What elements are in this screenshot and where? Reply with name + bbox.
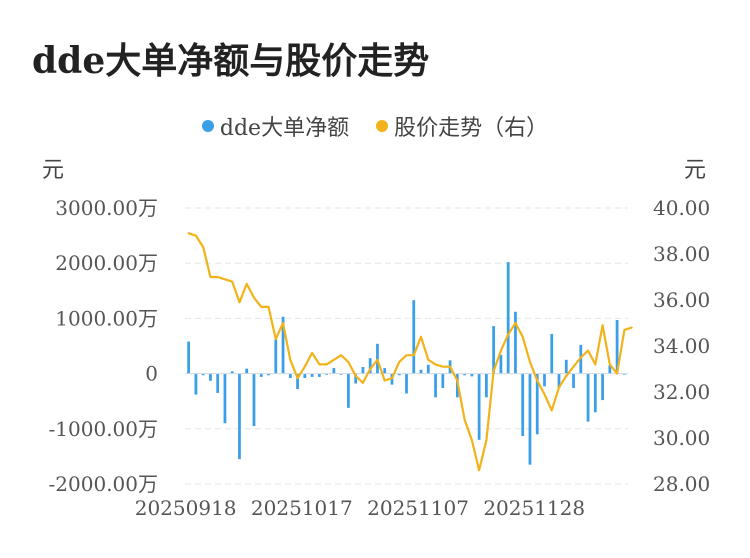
- bar: [506, 262, 510, 374]
- y-left-tick-label: 2000.00万: [55, 251, 158, 275]
- bar: [514, 311, 517, 374]
- x-tick-label: 20250918: [135, 496, 237, 520]
- bar: [245, 368, 249, 374]
- bar: [194, 373, 198, 395]
- legend-label-dde: dde大单净额: [219, 116, 350, 141]
- bar: [564, 359, 568, 374]
- bar: [572, 373, 575, 388]
- bar: [477, 373, 481, 440]
- bar: [528, 373, 532, 465]
- legend-label-price: 股价走势（右）: [394, 116, 549, 141]
- y-right-tick-label: 34.00: [653, 334, 710, 358]
- y-left-unit-label: 元: [42, 158, 64, 183]
- y-right-tick-label: 30.00: [653, 426, 710, 450]
- bar: [499, 354, 503, 374]
- bar: [434, 373, 437, 398]
- y-right-tick-label: 36.00: [653, 288, 710, 312]
- bar: [274, 339, 278, 374]
- y-right-tick-label: 40.00: [653, 196, 710, 220]
- bar: [608, 365, 612, 374]
- y-left-tick-label: 1000.00万: [55, 306, 158, 330]
- legend-item-price[interactable]: 股价走势（右）: [376, 110, 548, 142]
- chart-title: dde大单净额与股价走势: [32, 40, 430, 82]
- bar: [376, 343, 379, 374]
- bar: [325, 373, 328, 375]
- bar: [347, 373, 350, 408]
- bar: [259, 373, 263, 377]
- bar: [288, 373, 292, 379]
- bar: [252, 373, 256, 427]
- bar: [543, 373, 546, 387]
- bar: [492, 326, 496, 374]
- bar: [521, 373, 525, 436]
- bar: [463, 373, 466, 376]
- bar: [201, 373, 205, 376]
- bar: [267, 373, 270, 376]
- y-left-tick-label: 0: [145, 362, 158, 386]
- bar: [419, 369, 423, 374]
- bar: [550, 333, 554, 374]
- bar: [332, 368, 336, 374]
- bar: [535, 373, 539, 435]
- bar: [230, 371, 234, 374]
- y-right-unit-label: 元: [684, 158, 706, 183]
- bar: [557, 373, 561, 388]
- bar: [470, 373, 474, 377]
- y-right-tick-label: 32.00: [653, 380, 710, 404]
- bar: [187, 341, 191, 374]
- bar: [310, 373, 314, 377]
- bar: [354, 373, 358, 384]
- y-left-tick-label: -1000.00万: [49, 417, 158, 441]
- legend-item-dde[interactable]: dde大单净额: [201, 110, 350, 142]
- bar: [397, 373, 401, 376]
- bar: [281, 316, 285, 374]
- bar: [615, 320, 619, 374]
- bar: [586, 373, 590, 422]
- legend-marker-dde: [201, 120, 214, 132]
- y-left-tick-label: -2000.00万: [49, 472, 158, 496]
- bar: [601, 373, 604, 401]
- legend-marker-price: [376, 120, 389, 132]
- bar: [383, 368, 387, 374]
- bar: [303, 373, 307, 379]
- bar: [426, 364, 430, 374]
- y-right-tick-label: 38.00: [653, 242, 710, 266]
- bar: [238, 373, 241, 460]
- bar: [368, 358, 372, 374]
- bar: [296, 373, 299, 390]
- bar: [622, 373, 626, 375]
- x-tick-label: 20251017: [251, 496, 353, 520]
- bar: [412, 300, 416, 374]
- bar: [485, 373, 488, 398]
- legend: dde大单净额 股价走势（右）: [0, 110, 750, 142]
- x-tick-label: 20251128: [483, 496, 585, 520]
- bar: [405, 373, 408, 394]
- bar: [361, 366, 365, 374]
- y-left-tick-label: 3000.00万: [55, 196, 158, 220]
- bar: [593, 373, 597, 413]
- price-line: [187, 232, 633, 472]
- bar: [441, 373, 445, 388]
- bar: [216, 373, 220, 393]
- bar: [209, 373, 212, 381]
- bar: [317, 373, 321, 377]
- x-tick-label: 20251107: [367, 496, 469, 520]
- bar: [223, 373, 227, 424]
- y-right-tick-label: 28.00: [653, 472, 710, 496]
- bar: [339, 373, 343, 375]
